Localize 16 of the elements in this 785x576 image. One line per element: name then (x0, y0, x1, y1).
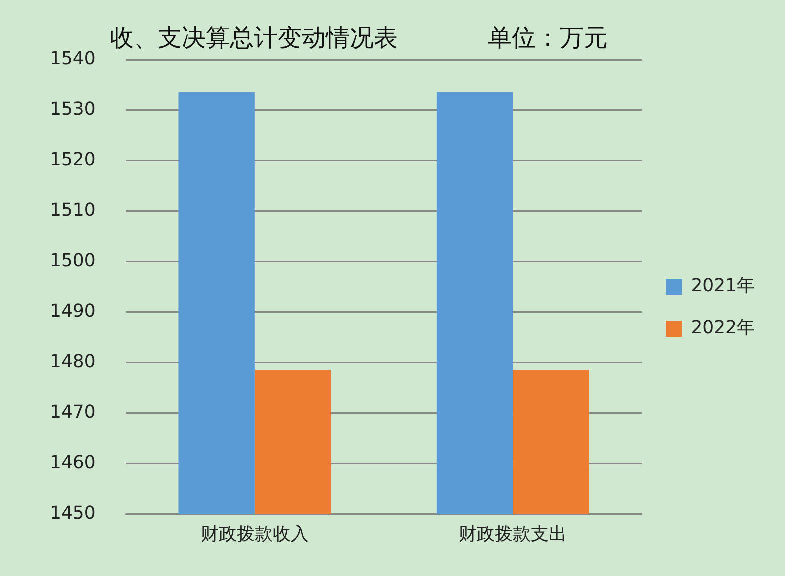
y-tick-label: 1540 (50, 48, 96, 70)
y-tick-label: 1490 (50, 301, 96, 322)
y-tick-label: 1480 (50, 352, 96, 373)
legend-label: 2021年 (691, 276, 756, 297)
chart-subtitle: 单位：万元 (488, 24, 608, 52)
y-tick-label: 1510 (50, 200, 96, 222)
chart-title: 收、支决算总计变动情况表 (110, 24, 398, 52)
y-tick-label: 1460 (50, 452, 96, 474)
x-tick-label: 财政拨款收入 (200, 524, 309, 545)
legend-label: 2022年 (691, 318, 756, 339)
y-tick-label: 1530 (50, 99, 96, 120)
y-tick-label: 1470 (50, 402, 96, 424)
x-tick-label: 财政拨款支出 (459, 524, 568, 545)
y-tick-label: 1500 (50, 250, 96, 272)
y-tick-label: 1450 (50, 503, 96, 524)
y-tick-label: 1520 (50, 150, 96, 171)
